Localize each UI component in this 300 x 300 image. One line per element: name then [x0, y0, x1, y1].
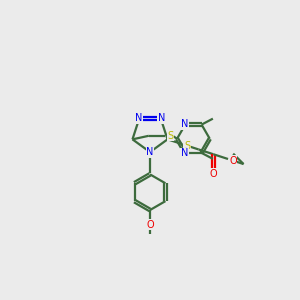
Text: N: N	[135, 113, 142, 123]
Text: N: N	[146, 147, 154, 158]
Text: S: S	[167, 131, 173, 141]
Text: O: O	[229, 156, 237, 166]
Text: N: N	[181, 148, 188, 158]
Text: N: N	[181, 119, 188, 129]
Text: S: S	[184, 141, 190, 151]
Text: O: O	[209, 169, 217, 179]
Text: N: N	[158, 113, 165, 123]
Text: O: O	[146, 220, 154, 230]
